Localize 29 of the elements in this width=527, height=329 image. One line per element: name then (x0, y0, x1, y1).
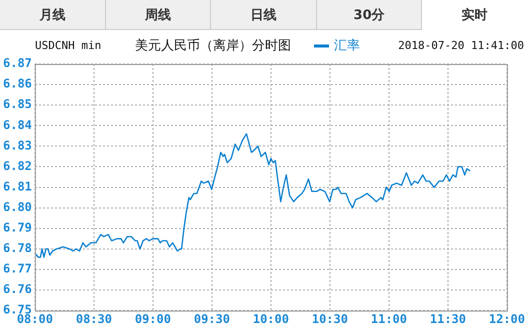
legend-label: 汇率 (334, 37, 360, 54)
text: 周线 (106, 0, 212, 30)
text: 2018-07-20 11:41:00 (398, 38, 524, 52)
x-tick-label: 11:30 (430, 312, 466, 326)
y-tick-label: 6.82 (2, 158, 32, 173)
y-tick-label: 6.76 (2, 282, 32, 296)
text: 日线 (211, 0, 317, 30)
y-tick-label: 6.86 (2, 76, 32, 91)
y-tick-label: 6.83 (2, 138, 32, 152)
y-tick-label: 6.79 (2, 220, 32, 235)
x-tick-label: 08:30 (76, 312, 112, 326)
x-tick-label: 11:00 (370, 312, 407, 326)
y-tick-label: 6.84 (2, 118, 32, 132)
text: 实时 (422, 0, 527, 30)
x-tick-label: 10:00 (252, 312, 289, 326)
y-tick-label: 6.85 (2, 97, 32, 112)
chart-subtitle: USDCNH min (35, 38, 102, 52)
text: 月线 (0, 0, 106, 30)
y-tick-label: 6.78 (2, 241, 32, 256)
x-tick-label: 09:30 (194, 312, 230, 326)
y-tick-label: 6.77 (2, 262, 32, 276)
y-tick-label: 6.81 (2, 179, 32, 194)
y-tick-label: 6.80 (2, 200, 32, 214)
chart-title: 美元人民币（离岸）分时图 (135, 37, 291, 54)
x-tick-label: 10:30 (312, 312, 348, 326)
y-tick-label: 6.87 (2, 56, 32, 70)
x-tick-label: 12:00 (488, 312, 525, 326)
text: 30分 (316, 0, 422, 30)
x-tick-label: 09:00 (134, 312, 171, 326)
